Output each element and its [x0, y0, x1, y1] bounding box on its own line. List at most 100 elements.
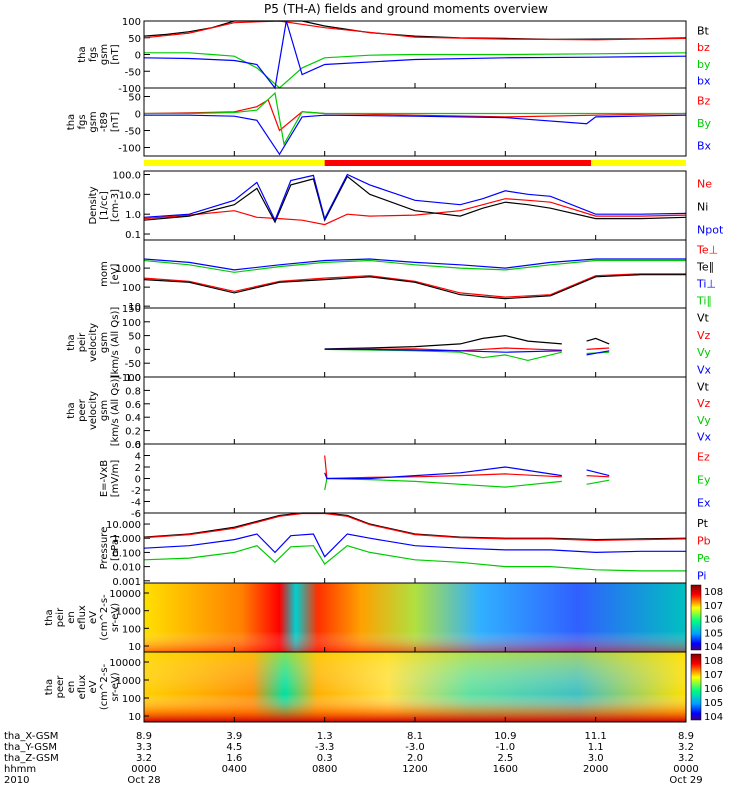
- x-tick-label: 0.3: [317, 753, 333, 764]
- y-tick-label: -100: [118, 84, 141, 95]
- y-tick-label: 10: [128, 712, 141, 723]
- y-tick-label: 10: [128, 642, 141, 653]
- colorbar-tick: 106: [704, 615, 723, 626]
- colorbar: [690, 584, 702, 651]
- x-tick-label: 3.3: [136, 742, 152, 753]
- mode-bar-fast: [324, 160, 592, 166]
- y-axis-label: fgs: [88, 47, 99, 62]
- x-row-label: tha_Y-GSM: [4, 742, 57, 753]
- plot-title: P5 (TH-A) fields and ground moments over…: [264, 2, 548, 16]
- x-tick-label: 2.0: [407, 753, 423, 764]
- y-axis-label: peer: [55, 675, 66, 699]
- legend-entry: Pt: [697, 517, 709, 530]
- series-Ni: [143, 175, 687, 224]
- series-Vx: [324, 348, 610, 356]
- x-tick-label: 2.5: [497, 753, 513, 764]
- y-axis-label: velocity: [88, 391, 99, 430]
- y-tick-label: 100: [122, 694, 141, 705]
- legend-entry: Ez: [697, 451, 710, 464]
- y-tick-label: 100: [122, 17, 141, 28]
- y-tick-label: 2: [135, 463, 141, 474]
- panel-frame: [143, 170, 687, 241]
- legend-entry: Ti⊥: [696, 278, 716, 291]
- series-Pi: [143, 533, 686, 558]
- colorbar-tick: 108: [704, 587, 723, 598]
- legend-entry: Te⊥: [696, 244, 718, 257]
- panel-frame: [143, 512, 687, 584]
- legend-entry: Pb: [697, 534, 711, 547]
- y-tick-label: 0.1: [125, 230, 141, 241]
- x-tick-label: 8.9: [136, 731, 152, 742]
- x-tick-label: 10.9: [494, 731, 516, 742]
- y-tick-label: 1.0: [125, 373, 141, 384]
- y-axis-label: Pressure: [99, 527, 110, 570]
- x-tick-label: Oct 28: [127, 775, 160, 786]
- y-tick-label: 0.001: [112, 577, 141, 588]
- y-tick-label: -2: [131, 486, 141, 497]
- legend-entry: Bt: [697, 24, 710, 37]
- legend-entry: Vx: [697, 363, 712, 376]
- y-tick-label: 0.010: [112, 563, 141, 574]
- colorbar-tick: 104: [704, 712, 723, 723]
- y-tick-label: 4: [135, 452, 141, 463]
- y-tick-label: 0: [135, 345, 141, 356]
- y-axis-label: [nT]: [110, 112, 121, 132]
- series-Ex: [324, 466, 610, 480]
- x-tick-label: 3.9: [226, 731, 242, 742]
- series-Ez: [324, 455, 610, 480]
- series-bx: [143, 20, 687, 90]
- panel-5: 150 100 50 0 -50 -100 tha peir velocity gsm [km/s …: [66, 304, 712, 384]
- y-axis-label: peir: [77, 332, 88, 352]
- y-axis-label: tha: [44, 679, 55, 695]
- y-axis-label: en: [66, 611, 77, 624]
- x-tick-label: 0000: [131, 764, 156, 775]
- series-bz: [143, 20, 687, 41]
- mode-bar: [144, 160, 686, 166]
- y-tick-label: 0: [135, 110, 141, 121]
- legend-entry: Te∥: [696, 261, 714, 274]
- series-Pb: [143, 512, 687, 542]
- series-Pt: [143, 512, 687, 541]
- y-axis-label: [km/s (All Qs)]: [110, 375, 121, 447]
- panel-9: 108 107 106 105 104 10000 1000 100 10 tha peir en ef…: [44, 582, 723, 653]
- y-tick-label: 1.000: [112, 534, 141, 545]
- spectrogram-shade: [144, 583, 686, 652]
- y-axis-label: tha: [66, 114, 77, 130]
- y-tick-label: 0.8: [125, 386, 141, 397]
- y-axis-label: [1/cc]: [99, 191, 110, 220]
- x-axis-rows: tha_X-GSMtha_Y-GSMtha_Z-GSMhhmm20108.93.…: [4, 731, 703, 786]
- x-tick-label: -3.0: [405, 742, 425, 753]
- y-tick-label: 6: [135, 440, 141, 451]
- y-axis-label: [eV]: [110, 264, 121, 285]
- series-Ti∥: [143, 259, 686, 273]
- y-axis-label: gsm: [99, 400, 110, 421]
- y-axis-label: gsm: [99, 332, 110, 353]
- legend-entry: Ni: [697, 201, 708, 214]
- x-row-label: 2010: [4, 775, 29, 786]
- legend-entry: Bz: [697, 94, 711, 107]
- colorbar-tick: 107: [704, 601, 723, 612]
- y-axis-label: [nT]: [110, 44, 121, 64]
- panel-3: 100.0 10.0 1.0 0.1 Density [1/cc] [cm-3] Ne Ni Np…: [88, 170, 724, 241]
- y-axis-label: tha: [44, 609, 55, 625]
- series-Npot: [143, 173, 687, 222]
- x-tick-label: 1200: [402, 764, 427, 775]
- y-axis-label: mom: [99, 261, 110, 287]
- y-axis-label: gsm: [88, 111, 99, 132]
- y-axis-label: eV: [88, 680, 99, 693]
- y-tick-label: 0: [135, 475, 141, 486]
- legend-entry: Ex: [697, 497, 711, 510]
- x-tick-label: 1600: [493, 764, 518, 775]
- x-tick-label: 1.3: [317, 731, 333, 742]
- series-by: [144, 52, 687, 89]
- y-tick-label: -100: [118, 144, 141, 155]
- y-tick-label: -50: [125, 67, 141, 78]
- x-tick-label: 3.2: [136, 753, 152, 764]
- series-Ne: [143, 198, 687, 226]
- x-tick-label: 0400: [222, 764, 247, 775]
- legend-entry: By: [697, 117, 712, 130]
- y-tick-label: -50: [125, 127, 141, 138]
- colorbar: [690, 653, 702, 721]
